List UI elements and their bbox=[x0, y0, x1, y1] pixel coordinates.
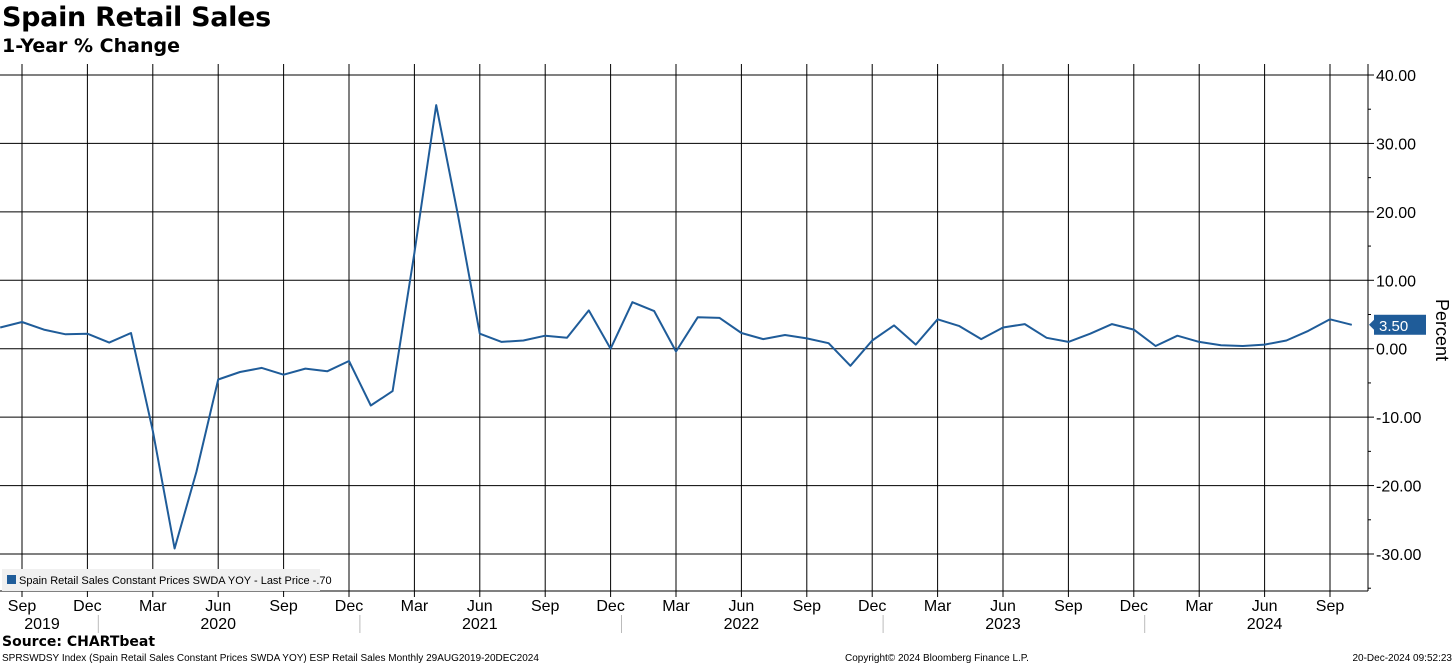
y-tick-label: -10.00 bbox=[1376, 410, 1421, 427]
footer-timestamp: 20-Dec-2024 09:52:23 bbox=[1352, 653, 1452, 664]
x-month-label: Mar bbox=[139, 598, 167, 615]
x-month-label: Sep bbox=[269, 598, 298, 615]
x-month-label: Sep bbox=[531, 598, 560, 615]
x-month-label: Jun bbox=[205, 598, 231, 615]
legend-box bbox=[2, 569, 320, 591]
x-month-label: Jun bbox=[990, 598, 1016, 615]
series-line bbox=[0, 104, 1353, 550]
legend-swatch bbox=[7, 575, 16, 584]
last-value-badge bbox=[1374, 314, 1426, 335]
x-month-label: Mar bbox=[401, 598, 429, 615]
x-month-label: Mar bbox=[1185, 598, 1213, 615]
y-tick-label: -20.00 bbox=[1376, 479, 1421, 496]
x-month-label: Sep bbox=[793, 598, 822, 615]
y-tick-label: 20.00 bbox=[1376, 205, 1416, 222]
x-month-label: Dec bbox=[858, 598, 886, 615]
last-value-label: 3.50 bbox=[1379, 318, 1408, 335]
y-tick-label: 40.00 bbox=[1376, 68, 1416, 85]
y-tick-label: 0.00 bbox=[1376, 342, 1407, 359]
x-month-label: Sep bbox=[8, 598, 37, 615]
x-month-label: Mar bbox=[662, 598, 690, 615]
legend-entry: Spain Retail Sales Constant Prices SWDA … bbox=[19, 575, 332, 587]
x-month-label: Sep bbox=[1316, 598, 1345, 615]
x-month-label: Dec bbox=[596, 598, 624, 615]
y-tick-label: -30.00 bbox=[1376, 547, 1421, 564]
chart-title: Spain Retail Sales bbox=[2, 2, 271, 33]
x-year-label: 2023 bbox=[985, 616, 1021, 633]
source-note: Source: CHARTbeat bbox=[2, 634, 156, 650]
last-value-badge-arrow bbox=[1369, 318, 1375, 331]
y-axis-label: Percent bbox=[1432, 299, 1452, 361]
x-month-label: Dec bbox=[1120, 598, 1148, 615]
footer-description: SPRSWDSY Index (Spain Retail Sales Const… bbox=[2, 653, 539, 664]
x-month-label: Dec bbox=[73, 598, 101, 615]
chart-subtitle: 1-Year % Change bbox=[2, 35, 180, 57]
y-tick-label: 10.00 bbox=[1376, 273, 1416, 290]
x-year-label: 2024 bbox=[1247, 616, 1283, 633]
x-year-label: 2020 bbox=[200, 616, 236, 633]
x-month-label: Sep bbox=[1054, 598, 1083, 615]
y-tick-label: 30.00 bbox=[1376, 136, 1416, 153]
x-month-label: Jun bbox=[729, 598, 755, 615]
x-year-label: 2022 bbox=[724, 616, 760, 633]
x-month-label: Jun bbox=[467, 598, 493, 615]
x-month-label: Mar bbox=[924, 598, 952, 615]
x-month-label: Dec bbox=[335, 598, 363, 615]
x-year-label: 2019 bbox=[24, 616, 60, 633]
x-year-label: 2021 bbox=[462, 616, 498, 633]
footer-copyright: Copyright© 2024 Bloomberg Finance L.P. bbox=[845, 653, 1029, 664]
x-month-label: Jun bbox=[1252, 598, 1278, 615]
